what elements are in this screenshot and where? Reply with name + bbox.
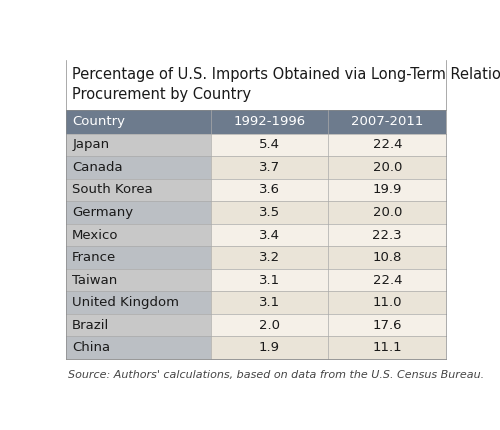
Text: 20.0: 20.0 xyxy=(372,161,402,174)
Bar xyxy=(66,336,210,359)
Text: China: China xyxy=(72,341,110,354)
Text: 22.4: 22.4 xyxy=(372,273,402,286)
Bar xyxy=(66,269,210,291)
Text: 3.6: 3.6 xyxy=(259,184,280,197)
Text: 5.4: 5.4 xyxy=(259,138,280,151)
Bar xyxy=(328,269,446,291)
Bar xyxy=(328,246,446,269)
Text: France: France xyxy=(72,251,117,264)
Text: 22.4: 22.4 xyxy=(372,138,402,151)
Text: 3.5: 3.5 xyxy=(259,206,280,219)
Bar xyxy=(210,201,328,224)
Text: 3.2: 3.2 xyxy=(259,251,280,264)
Text: South Korea: South Korea xyxy=(72,184,153,197)
Text: Japan: Japan xyxy=(72,138,110,151)
Bar xyxy=(66,291,210,314)
Text: Country: Country xyxy=(72,115,125,128)
Bar xyxy=(210,269,328,291)
Text: Mexico: Mexico xyxy=(72,228,118,242)
Bar xyxy=(66,201,210,224)
Text: 3.4: 3.4 xyxy=(259,228,280,242)
Bar xyxy=(66,60,446,110)
Text: Source: Authors' calculations, based on data from the U.S. Census Bureau.: Source: Authors' calculations, based on … xyxy=(68,371,484,381)
Text: 1.9: 1.9 xyxy=(259,341,280,354)
Text: 2007-2011: 2007-2011 xyxy=(351,115,424,128)
Text: 11.0: 11.0 xyxy=(372,296,402,309)
Text: Brazil: Brazil xyxy=(72,319,110,332)
Text: 19.9: 19.9 xyxy=(372,184,402,197)
Bar xyxy=(328,224,446,246)
Text: 22.3: 22.3 xyxy=(372,228,402,242)
Text: 3.7: 3.7 xyxy=(259,161,280,174)
Bar xyxy=(210,156,328,179)
Text: 20.0: 20.0 xyxy=(372,206,402,219)
Text: 3.1: 3.1 xyxy=(259,273,280,286)
Bar xyxy=(210,224,328,246)
Bar xyxy=(66,314,210,336)
Bar xyxy=(66,246,210,269)
Bar xyxy=(210,179,328,201)
Bar xyxy=(66,179,210,201)
Bar xyxy=(328,134,446,156)
Text: United Kingdom: United Kingdom xyxy=(72,296,179,309)
Text: Taiwan: Taiwan xyxy=(72,273,118,286)
Text: 17.6: 17.6 xyxy=(372,319,402,332)
Text: 3.1: 3.1 xyxy=(259,296,280,309)
Bar xyxy=(328,336,446,359)
Bar xyxy=(210,134,328,156)
Bar xyxy=(66,110,446,134)
Text: Percentage of U.S. Imports Obtained via Long-Term Relationship-Based
Procurement: Percentage of U.S. Imports Obtained via … xyxy=(72,67,500,102)
Bar xyxy=(328,291,446,314)
Bar xyxy=(66,224,210,246)
Bar xyxy=(210,246,328,269)
Bar xyxy=(328,314,446,336)
Bar xyxy=(328,179,446,201)
Bar xyxy=(210,336,328,359)
Text: 10.8: 10.8 xyxy=(372,251,402,264)
Text: 2.0: 2.0 xyxy=(259,319,280,332)
Bar xyxy=(210,314,328,336)
Bar xyxy=(328,156,446,179)
Bar xyxy=(66,156,210,179)
Bar xyxy=(66,134,210,156)
Text: 1992-1996: 1992-1996 xyxy=(234,115,306,128)
Bar xyxy=(328,201,446,224)
Text: 11.1: 11.1 xyxy=(372,341,402,354)
Bar xyxy=(210,291,328,314)
Text: Canada: Canada xyxy=(72,161,123,174)
Text: Germany: Germany xyxy=(72,206,134,219)
